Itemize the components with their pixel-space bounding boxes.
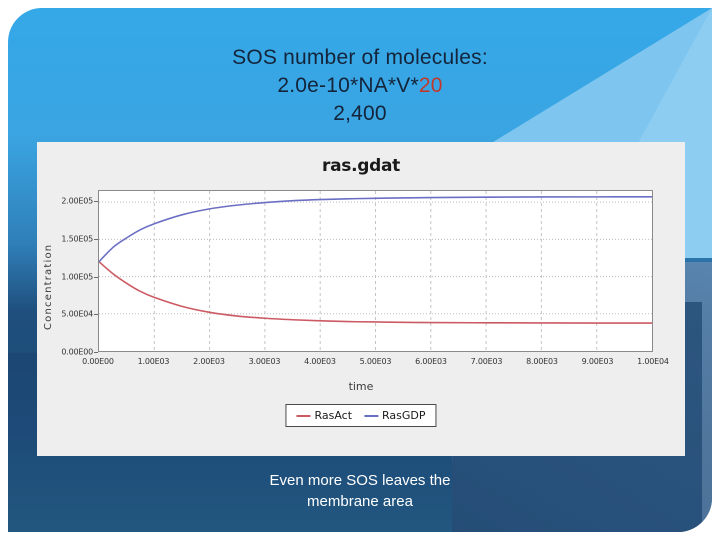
chart-y-tick-label: 5.00E04 (61, 309, 93, 319)
chart-y-tick-mark (94, 352, 98, 353)
headline-accent-value: 20 (418, 74, 443, 97)
headline-line-1: SOS number of molecules: (232, 46, 488, 69)
page-title: SOS number of molecules: 2.0e-10*NA*V*20… (70, 44, 650, 128)
chart-x-tick-label: 6.00E03 (415, 357, 447, 366)
caption-line-1: Even more SOS leaves the (269, 472, 451, 489)
legend-item: RasGDP (364, 409, 426, 422)
chart-x-tick-label: 3.00E03 (248, 357, 281, 366)
chart-x-tick-label: 1.00E03 (137, 357, 170, 366)
legend-item: RasAct (296, 409, 352, 422)
chart-x-tick-label: 4.00E03 (304, 357, 336, 366)
chart-y-tick-mark (94, 314, 98, 316)
chart-panel: ras.gdat Concentration 0.00E00 5.00E04 1.0… (37, 142, 685, 456)
chart-series-svg (99, 191, 652, 351)
headline-formula: 2.0e-10*NA*V* (277, 74, 419, 97)
chart-y-tick-mark (94, 276, 98, 278)
chart-y-tick-label: 0.00E00 (61, 347, 93, 357)
chart-y-tick-label: 2.00E05 (61, 196, 93, 206)
chart-y-tick-label: 1.50E05 (61, 234, 93, 244)
chart-y-tick-mark (94, 238, 98, 240)
chart-x-tick-label: 0.00E00 (82, 357, 114, 366)
chart-x-axis-label: time (348, 380, 374, 393)
chart-plot-wrap: 0.00E00 5.00E04 1.00E05 1.50E05 2.00E05 0.00… (61, 190, 669, 366)
chart-x-tick-label: 7.00E03 (470, 357, 503, 366)
legend-swatch-icon (364, 414, 379, 417)
chart-y-tick-mark (94, 201, 98, 203)
slide-caption: Even more SOS leaves the membrane area (120, 470, 600, 512)
chart-y-tick-label: 1.00E05 (61, 272, 93, 282)
caption-line-2: membrane area (307, 493, 413, 510)
chart-x-tick-label: 2.00E03 (193, 357, 225, 366)
legend-label: RasGDP (382, 409, 426, 422)
chart-legend: RasAct RasGDP (285, 404, 437, 427)
chart-y-axis-label: Concentration (43, 243, 54, 331)
chart-x-tick-label: 5.00E03 (359, 357, 392, 366)
headline-line-3: 2,400 (333, 102, 387, 125)
chart-plot-area (98, 190, 653, 352)
chart-x-tick-label: 1.00E04 (637, 357, 669, 366)
chart-title: ras.gdat (322, 156, 400, 176)
chart-x-tick-label: 8.00E03 (526, 357, 558, 366)
legend-label: RasAct (314, 409, 353, 422)
chart-x-tick-label: 9.00E03 (581, 357, 614, 366)
legend-swatch-icon (296, 414, 311, 417)
headline-line-2: 2.0e-10*NA*V*20 (70, 72, 650, 100)
